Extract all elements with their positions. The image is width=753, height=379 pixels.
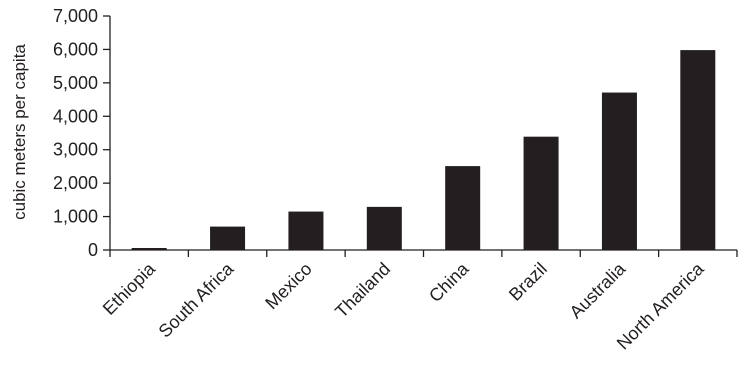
y-tick-label: 4,000 bbox=[53, 106, 98, 126]
bar-mexico bbox=[288, 211, 324, 250]
x-tick-label: China bbox=[425, 258, 473, 306]
y-axis-title: cubic meters per capita bbox=[10, 44, 29, 220]
y-tick-label: 7,000 bbox=[53, 6, 98, 26]
bar-china bbox=[445, 166, 481, 250]
y-tick-label: 5,000 bbox=[53, 73, 98, 93]
y-tick-label: 0 bbox=[88, 240, 98, 260]
y-tick-label: 6,000 bbox=[53, 39, 98, 59]
bar-brazil bbox=[523, 136, 559, 250]
x-tick-label: Brazil bbox=[505, 259, 551, 305]
x-tick-label: Ethiopia bbox=[99, 258, 160, 319]
plot-area: 0 1,000 2,000 3,000 4,000 5,000 6,000 7,000 Ethi… bbox=[53, 6, 738, 353]
bar-north-america bbox=[680, 50, 716, 251]
bar-south-africa bbox=[210, 226, 246, 250]
bar-ethiopia bbox=[131, 247, 167, 250]
y-tick-label: 3,000 bbox=[53, 140, 98, 160]
x-tick-label: Australia bbox=[566, 258, 630, 322]
y-tick-label: 2,000 bbox=[53, 173, 98, 193]
x-tick-label: Thailand bbox=[331, 259, 394, 322]
bar-australia bbox=[601, 92, 637, 251]
y-tick-label: 1,000 bbox=[53, 207, 98, 227]
x-tick-label: Mexico bbox=[261, 259, 315, 313]
bar-thailand bbox=[366, 206, 402, 250]
x-tick-label: South Africa bbox=[155, 258, 238, 341]
